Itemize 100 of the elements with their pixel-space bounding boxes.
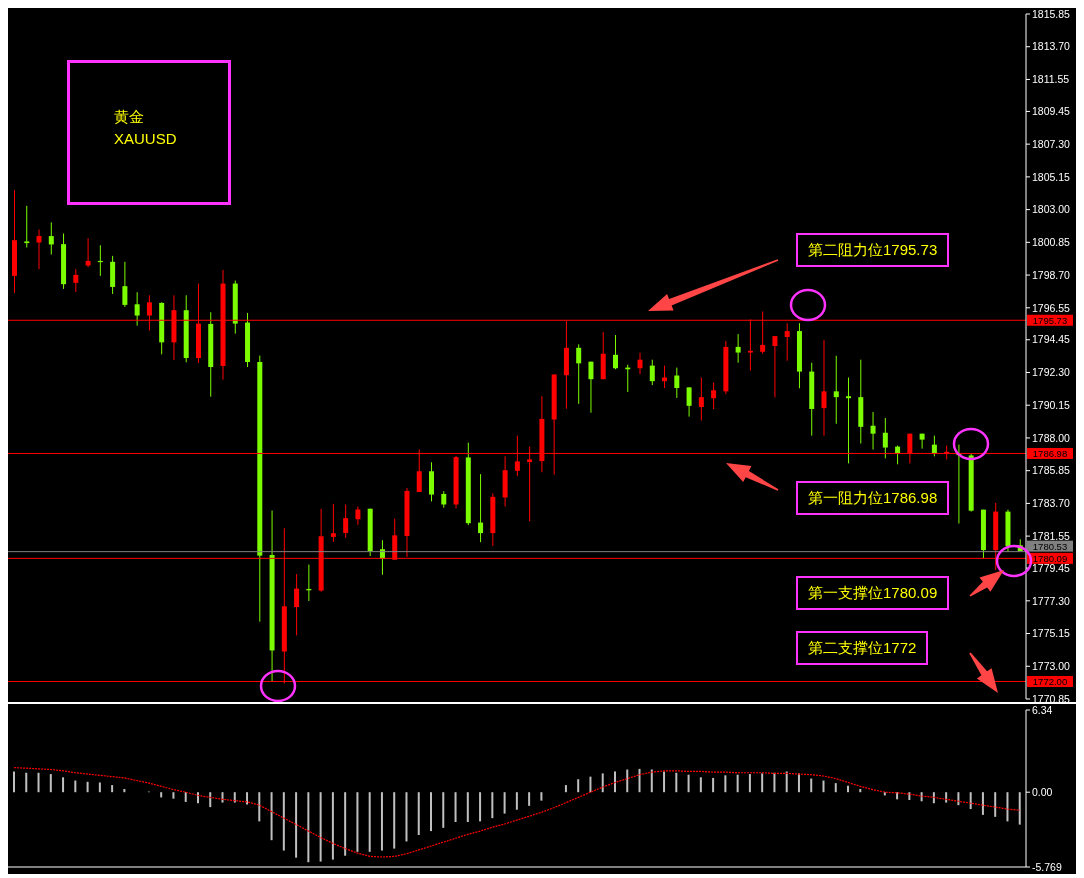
candlestick xyxy=(330,503,336,543)
bar xyxy=(1018,792,1021,825)
y-tick-label: 1785.85 xyxy=(1032,464,1071,477)
candlestick xyxy=(612,334,618,370)
ref-line-label: 1795.73 xyxy=(1032,314,1068,326)
bar xyxy=(356,792,359,852)
bar xyxy=(515,792,518,810)
y-tick-label: 1796.55 xyxy=(1032,301,1071,314)
bar xyxy=(601,773,604,793)
y-tick-label: 1775.15 xyxy=(1032,627,1071,640)
bar xyxy=(344,792,347,856)
bar xyxy=(196,792,199,804)
candlestick xyxy=(576,343,582,405)
bar xyxy=(564,785,567,793)
bar xyxy=(834,783,837,793)
ref-line-label: 1780.09 xyxy=(1032,552,1068,564)
candlestick xyxy=(134,291,140,327)
bar xyxy=(160,792,163,798)
y-tick-label: 1790.15 xyxy=(1032,398,1071,411)
bar xyxy=(822,780,825,793)
y-tick-label: 1800.85 xyxy=(1032,236,1071,249)
bar xyxy=(368,792,371,852)
y-tick-label: 1794.45 xyxy=(1032,333,1071,346)
bar xyxy=(233,792,236,803)
bar xyxy=(430,792,433,832)
candlestick xyxy=(588,361,594,414)
y-tick-label: 1792.30 xyxy=(1032,366,1071,379)
bar xyxy=(282,792,285,851)
label-frame: 第二阻力位1795.73 xyxy=(796,233,950,267)
bar xyxy=(994,792,997,817)
bar xyxy=(663,771,666,793)
y-tick-label: 1809.45 xyxy=(1032,105,1071,118)
annotation: 第二阻力位1795.73 xyxy=(808,240,938,260)
bar xyxy=(491,792,494,819)
bar xyxy=(503,792,506,814)
bar xyxy=(613,771,616,793)
bar xyxy=(123,788,126,793)
candlestick xyxy=(846,377,852,464)
bar xyxy=(724,775,727,793)
bar xyxy=(466,792,469,823)
bar xyxy=(209,792,212,808)
bar xyxy=(380,792,383,851)
bar xyxy=(405,792,408,842)
label-frame: 第一支撑位1780.09 xyxy=(796,576,950,610)
bar xyxy=(1006,792,1009,822)
bar xyxy=(25,772,28,793)
bar xyxy=(221,792,224,803)
candlestick xyxy=(674,367,680,399)
candlestick xyxy=(772,335,778,398)
candlestick xyxy=(931,435,937,457)
bar xyxy=(773,772,776,793)
bar xyxy=(246,792,249,805)
y-tick-label: 1788.00 xyxy=(1032,431,1071,444)
candlestick xyxy=(735,333,741,364)
bar xyxy=(540,792,543,801)
label-frame: 第二支撑位1772 xyxy=(796,631,929,665)
candlestick xyxy=(36,229,42,270)
y-tick-label: 1805.15 xyxy=(1032,170,1071,183)
bar xyxy=(86,781,89,793)
candlestick xyxy=(821,339,827,437)
bar xyxy=(736,774,739,793)
candlestick xyxy=(24,205,30,249)
bar xyxy=(589,776,592,793)
candlestick xyxy=(429,461,435,502)
ref-line-label: 1780.53 xyxy=(1032,540,1068,552)
candlestick xyxy=(637,352,643,375)
candlestick xyxy=(784,322,790,362)
candlestick xyxy=(698,377,704,422)
bar xyxy=(577,779,580,793)
y-tick-label: 1773.00 xyxy=(1032,660,1071,672)
annotation: 第一阻力位1786.98 xyxy=(808,488,938,508)
bar xyxy=(638,768,641,793)
bar xyxy=(319,792,322,862)
bar xyxy=(442,792,445,828)
label-frame: 第一阻力位1786.98 xyxy=(796,481,950,515)
bar xyxy=(258,792,261,822)
bar xyxy=(331,792,334,860)
bar xyxy=(172,792,175,799)
bar xyxy=(528,792,531,806)
candlestick xyxy=(478,473,484,543)
y-tick-label: 1779.45 xyxy=(1032,561,1071,574)
candlestick xyxy=(48,221,54,256)
candlestick xyxy=(294,573,300,636)
y-tick-label: 1798.70 xyxy=(1032,268,1071,281)
bar xyxy=(307,792,310,863)
ref-line-label: 1786.98 xyxy=(1032,447,1068,459)
y-tick-label: 1813.70 xyxy=(1032,40,1071,53)
annotation: 第二支撑位1772 xyxy=(808,638,917,658)
label-frame: 黄金 XAUUSD xyxy=(67,60,231,205)
bar xyxy=(184,792,187,802)
y-tick-label: 1783.70 xyxy=(1032,497,1071,510)
bar xyxy=(62,777,65,793)
y-tick-label: 1815.85 xyxy=(1032,7,1071,20)
bar xyxy=(810,778,813,793)
candlestick xyxy=(343,504,349,539)
y-tick-label: 1807.30 xyxy=(1032,137,1071,150)
candlestick xyxy=(73,268,79,293)
bar xyxy=(847,785,850,793)
candlestick xyxy=(686,386,692,418)
bar xyxy=(945,792,948,803)
